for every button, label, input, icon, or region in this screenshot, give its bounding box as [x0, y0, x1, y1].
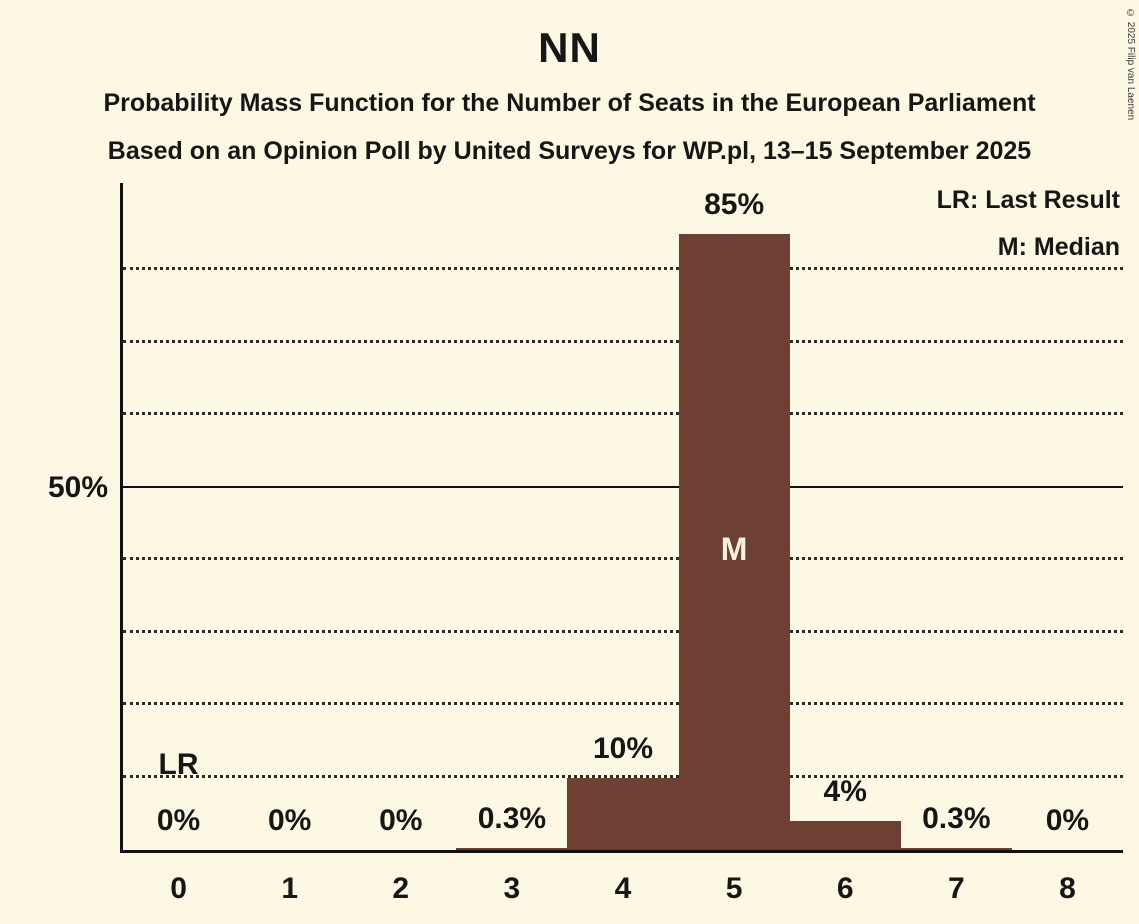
chart-title: NN [538, 24, 601, 71]
chart-legend: LR: Last Result M: Median [937, 184, 1120, 278]
x-tick-label-4: 4 [614, 872, 632, 905]
bar-value-label-7: 0.3% [922, 801, 991, 835]
last-result-marker: LR [158, 748, 199, 781]
x-tick-label-1: 1 [281, 872, 298, 905]
bar-value-label-1: 0% [267, 804, 312, 837]
legend-median: M: Median [997, 233, 1120, 261]
bar-value-label-3: 0.3% [477, 801, 547, 835]
x-tick-label-8: 8 [1059, 872, 1076, 905]
x-tick-label-6: 6 [836, 872, 854, 905]
x-tick-label-3: 3 [503, 872, 521, 905]
gridline-dotted-70 [123, 339, 1123, 343]
x-tick-label-2: 2 [392, 872, 410, 905]
bar-seats-6 [789, 821, 901, 850]
bar-value-label-4: 10% [592, 731, 654, 765]
chart-subtitle-line1: Probability Mass Function for the Number… [103, 89, 1036, 117]
gridline-solid-50 [123, 485, 1123, 488]
bar-value-label-8: 0% [1045, 804, 1090, 837]
bar-value-label-2: 0% [379, 804, 423, 837]
y-axis-label: 50% [47, 470, 108, 504]
bar-seats-7 [900, 847, 1012, 850]
plot-area: 50% 0% 0 0% 1 0% 2 0.3% 3 10% 4 85% 5 4% 6 0.3% 7 0% 8 LR M [48, 183, 1123, 905]
x-tick-label-0: 0 [170, 872, 187, 905]
bar-seats-4 [567, 777, 679, 850]
bar-seats-3 [456, 847, 568, 850]
x-tick-label-5: 5 [725, 872, 743, 905]
median-marker: M [720, 531, 748, 567]
gridline-dotted-80 [123, 267, 1123, 270]
bar-seats-5 [678, 233, 790, 850]
legend-last-result: LR: Last Result [936, 186, 1120, 214]
copyright-note: © 2025 Filip van Laenen [1125, 8, 1136, 121]
bar-value-label-0: 0% [156, 804, 201, 837]
x-tick-label-7: 7 [947, 872, 965, 905]
chart-subtitle-line2: Based on an Opinion Poll by United Surve… [107, 137, 1032, 165]
gridline-dotted-60 [123, 412, 1123, 415]
bar-value-label-5: 85% [704, 187, 765, 221]
bar-value-label-6: 4% [823, 775, 867, 808]
gridline-dotted-20 [123, 702, 1123, 705]
gridline-dotted-30 [123, 629, 1123, 633]
gridline-dotted-40 [123, 557, 1123, 560]
gridline-dotted-10 [123, 774, 1123, 778]
